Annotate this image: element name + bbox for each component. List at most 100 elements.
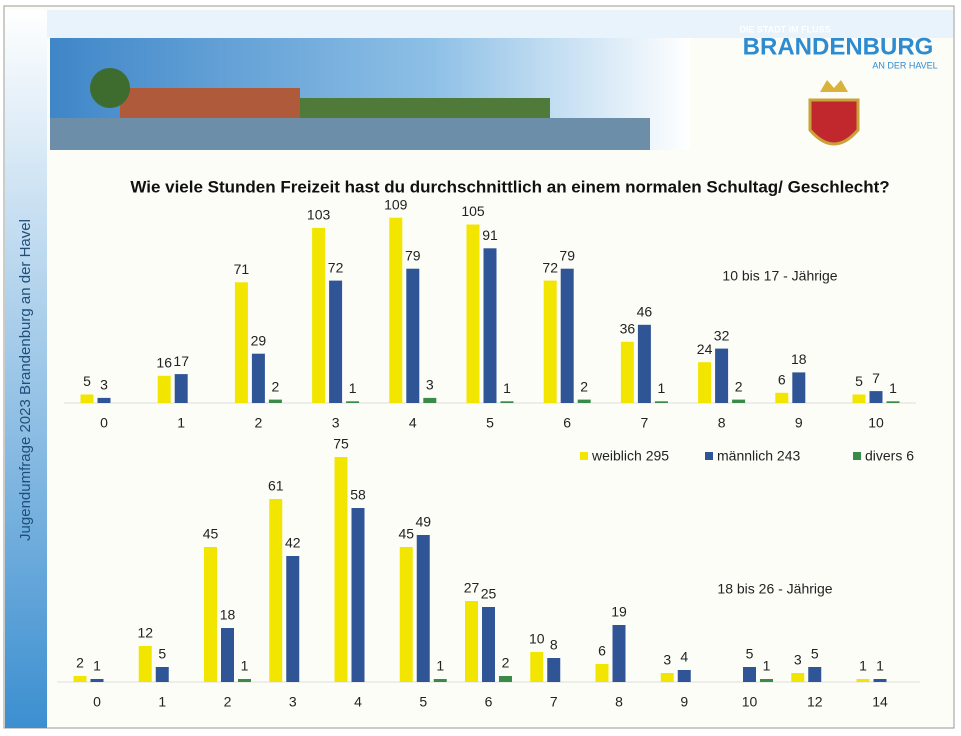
bar	[620, 341, 634, 403]
data-label: 45	[203, 526, 219, 542]
x-tick-label: 3	[332, 415, 340, 431]
x-tick-label: 9	[680, 694, 688, 710]
bar	[760, 679, 773, 682]
x-tick-label: 5	[486, 415, 494, 431]
bar	[660, 673, 674, 682]
bar	[869, 391, 883, 403]
bar	[698, 362, 712, 403]
data-label: 91	[482, 227, 498, 243]
tree	[90, 68, 130, 108]
data-label: 3	[663, 652, 671, 668]
bar	[97, 397, 111, 403]
bar	[286, 556, 300, 682]
data-label: 61	[268, 478, 284, 494]
bar	[138, 646, 152, 682]
bar	[465, 601, 478, 682]
data-label: 5	[746, 646, 754, 662]
bar	[612, 625, 626, 682]
bar	[792, 372, 806, 403]
data-label: 79	[405, 247, 421, 263]
trees	[300, 98, 550, 118]
bar	[73, 676, 87, 682]
bar	[351, 508, 365, 682]
data-label: 6	[778, 372, 786, 388]
legend-swatch	[853, 452, 861, 460]
data-label: 103	[307, 207, 331, 223]
data-label: 1	[349, 380, 357, 396]
data-label: 18	[791, 351, 807, 367]
data-label: 2	[502, 655, 510, 671]
bar	[543, 280, 557, 403]
data-label: 1	[889, 380, 897, 396]
bar	[406, 268, 420, 403]
data-label: 3	[100, 377, 108, 393]
x-tick-label: 4	[409, 415, 417, 431]
bar	[346, 401, 360, 403]
bar	[204, 547, 217, 682]
bar	[174, 374, 188, 403]
data-label: 3	[794, 652, 802, 668]
data-label: 5	[811, 646, 819, 662]
data-label: 17	[173, 353, 189, 369]
bar	[157, 375, 171, 403]
x-tick-label: 6	[563, 415, 571, 431]
bar	[155, 667, 169, 682]
data-label: 19	[611, 604, 627, 620]
bar	[560, 268, 574, 403]
bar	[389, 217, 403, 403]
bar	[269, 499, 283, 682]
data-label: 6	[598, 643, 606, 659]
data-label: 4	[680, 649, 688, 665]
data-label: 2	[76, 655, 84, 671]
x-tick-label: 6	[485, 694, 493, 710]
bar	[791, 673, 805, 682]
bar	[268, 399, 282, 403]
bar	[677, 670, 691, 682]
data-label: 72	[542, 259, 558, 275]
bar	[530, 652, 544, 682]
bar	[499, 676, 512, 682]
data-label: 79	[559, 247, 575, 263]
data-label: 10	[529, 631, 545, 647]
data-label: 16	[156, 355, 172, 371]
logo-subtitle: AN DER HAVEL	[872, 60, 937, 70]
bar	[90, 679, 104, 682]
data-label: 5	[83, 373, 91, 389]
bar	[329, 280, 343, 403]
x-tick-label: 10	[742, 694, 758, 710]
crown	[820, 80, 848, 92]
bar	[399, 547, 413, 682]
data-label: 8	[550, 637, 558, 653]
x-tick-label: 12	[807, 694, 823, 710]
annotation: 18 bis 26 - Jährige	[717, 581, 832, 597]
data-label: 5	[158, 646, 166, 662]
sidebar	[5, 10, 47, 728]
bar	[482, 607, 495, 682]
bar	[238, 679, 251, 682]
data-label: 45	[398, 526, 414, 542]
data-label: 1	[241, 658, 249, 674]
data-label: 105	[461, 203, 485, 219]
sidebar-text: Jugendumfrage 2023 Brandenburg an der Ha…	[17, 219, 34, 541]
x-tick-label: 10	[868, 415, 884, 431]
data-label: 18	[220, 607, 236, 623]
data-label: 1	[763, 658, 771, 674]
coat-of-arms	[808, 98, 860, 146]
data-label: 5	[855, 373, 863, 389]
x-tick-label: 3	[289, 694, 297, 710]
data-label: 36	[620, 321, 636, 337]
bar	[80, 394, 94, 403]
bar	[466, 224, 480, 403]
data-label: 72	[328, 259, 344, 275]
data-label: 25	[481, 586, 497, 602]
bar	[547, 658, 561, 682]
bar	[732, 399, 746, 403]
data-label: 58	[350, 487, 366, 503]
data-label: 29	[251, 332, 267, 348]
x-tick-label: 4	[354, 694, 362, 710]
bar	[637, 324, 651, 403]
bar	[654, 401, 668, 403]
legend-swatch	[705, 452, 713, 460]
legend-swatch	[580, 452, 588, 460]
